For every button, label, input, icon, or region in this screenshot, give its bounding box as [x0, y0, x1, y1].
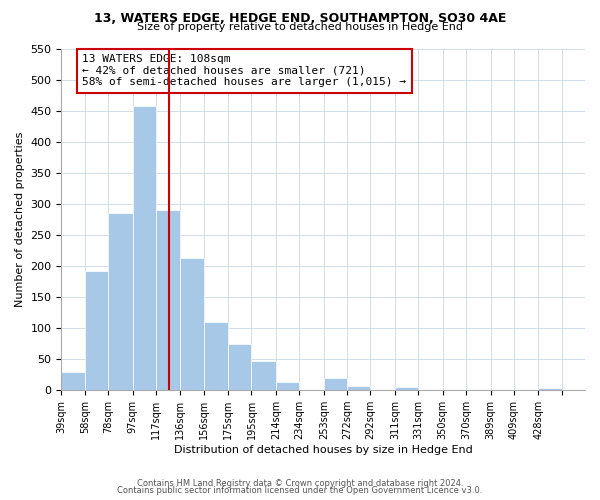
Bar [85, 271, 108, 390]
Text: Contains HM Land Registry data © Crown copyright and database right 2024.: Contains HM Land Registry data © Crown c… [137, 478, 463, 488]
Text: Contains public sector information licensed under the Open Government Licence v3: Contains public sector information licen… [118, 486, 482, 495]
Bar [324, 378, 347, 390]
Bar [347, 386, 370, 390]
Bar [156, 210, 181, 390]
Bar [228, 344, 251, 390]
Text: 13, WATERS EDGE, HEDGE END, SOUTHAMPTON, SO30 4AE: 13, WATERS EDGE, HEDGE END, SOUTHAMPTON,… [94, 12, 506, 26]
Bar [251, 361, 276, 390]
Bar [538, 388, 562, 390]
Bar [61, 372, 85, 390]
Bar [276, 382, 299, 390]
Bar [108, 214, 133, 390]
Bar [181, 258, 203, 390]
Bar [395, 387, 418, 390]
Text: Size of property relative to detached houses in Hedge End: Size of property relative to detached ho… [137, 22, 463, 32]
Bar [203, 322, 228, 390]
Bar [133, 106, 156, 390]
Text: 13 WATERS EDGE: 108sqm
← 42% of detached houses are smaller (721)
58% of semi-de: 13 WATERS EDGE: 108sqm ← 42% of detached… [82, 54, 406, 88]
X-axis label: Distribution of detached houses by size in Hedge End: Distribution of detached houses by size … [174, 445, 473, 455]
Y-axis label: Number of detached properties: Number of detached properties [15, 132, 25, 308]
